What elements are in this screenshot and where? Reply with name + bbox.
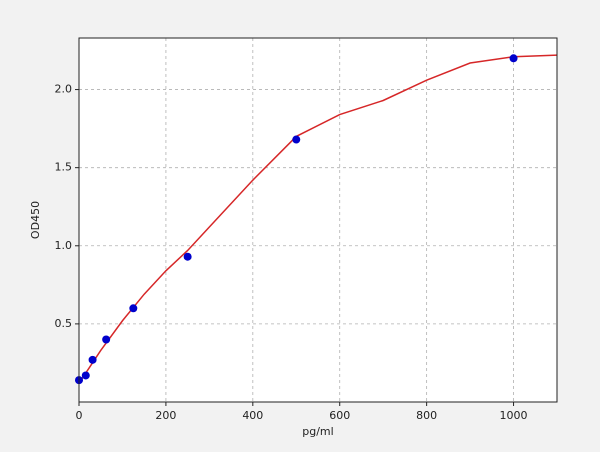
data-point [183, 252, 192, 261]
data-point [129, 304, 138, 313]
fit-curve [78, 54, 558, 384]
data-point [509, 54, 518, 63]
y-tick-label: 2.0 [55, 83, 73, 96]
y-tick-label: 1.0 [55, 239, 73, 252]
x-tick-label: 0 [76, 409, 83, 422]
x-tick-label: 400 [242, 409, 263, 422]
x-axis-label: pg/ml [302, 425, 333, 438]
y-tick-label: 0.5 [55, 317, 73, 330]
x-tick-label: 200 [155, 409, 176, 422]
plot-frame [78, 37, 558, 403]
x-tick-label: 600 [329, 409, 350, 422]
y-tick-label: 1.5 [55, 161, 73, 174]
data-point [88, 355, 97, 364]
y-axis-label: OD450 [29, 201, 42, 239]
data-point [81, 371, 90, 380]
plot-area [79, 38, 557, 402]
data-point [102, 335, 111, 344]
plot-layer [75, 38, 558, 402]
x-tick-label: 1000 [500, 409, 528, 422]
data-point [292, 135, 301, 144]
x-tick-label: 800 [416, 409, 437, 422]
